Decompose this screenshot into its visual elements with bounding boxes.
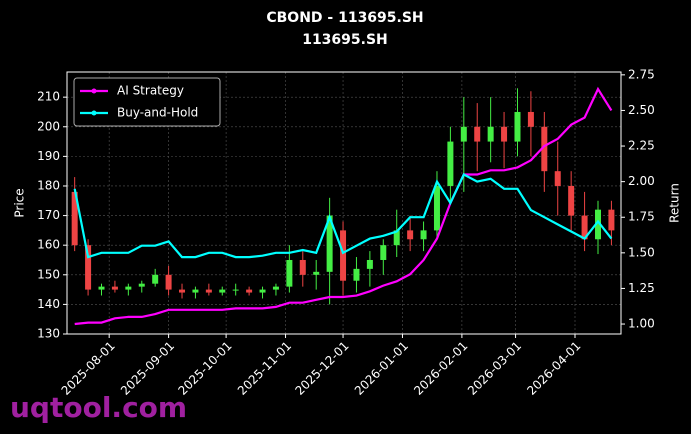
legend-box	[73, 77, 221, 127]
candle-body	[111, 286, 118, 290]
chart-title: CBOND - 113695.SH	[266, 10, 423, 26]
y-tick-label: 160	[37, 238, 60, 252]
y-tick-label: 210	[37, 90, 60, 104]
y2-tick-label: 1.00	[628, 317, 655, 331]
candle-body	[219, 289, 226, 293]
candle-body	[138, 283, 145, 287]
candle-body	[541, 126, 548, 172]
candle-body	[71, 191, 78, 246]
candle-body	[420, 230, 427, 240]
candle-body	[205, 289, 212, 293]
candle-body	[299, 259, 306, 275]
y2-tick-label: 2.00	[628, 174, 655, 188]
candle-body	[85, 245, 92, 290]
candle-body	[460, 126, 467, 142]
candle-body	[447, 141, 454, 186]
candle-body	[366, 259, 373, 269]
candle-body	[179, 289, 186, 293]
candle-body	[594, 209, 601, 240]
candle-body	[232, 289, 239, 291]
watermark: uqtool.com	[10, 391, 187, 424]
chart-subtitle: 113695.SH	[302, 32, 388, 48]
y2-tick-label: 2.25	[628, 139, 655, 153]
y2-tick-label: 2.75	[628, 67, 655, 81]
candle-body	[192, 289, 199, 293]
candle-body	[487, 126, 494, 142]
series-line	[73, 172, 613, 259]
candle-body	[568, 185, 575, 216]
candle-body	[514, 111, 521, 142]
candle-body	[581, 215, 588, 240]
candle-body	[259, 289, 266, 293]
candle-body	[272, 286, 279, 290]
candle-body	[608, 209, 615, 231]
candle-body	[474, 126, 481, 142]
candle-body	[433, 185, 440, 231]
candle-body	[554, 171, 561, 186]
candle-body	[125, 286, 132, 290]
plot-border	[66, 71, 622, 335]
y2-tick-label: 1.75	[628, 210, 655, 224]
y-tick-label: 200	[37, 119, 60, 133]
y-axis-label: Price	[13, 188, 27, 217]
candle-body	[380, 245, 387, 260]
legend-marker	[91, 110, 97, 116]
y2-axis-label: Return	[668, 183, 682, 223]
legend-label: Buy-and-Hold	[117, 106, 198, 120]
candle-body	[165, 274, 172, 290]
candle-body	[286, 259, 293, 287]
y2-tick-label: 2.50	[628, 103, 655, 117]
candle-body	[393, 230, 400, 246]
legend-marker	[91, 88, 97, 94]
y-tick-label: 140	[37, 297, 60, 311]
y2-tick-label: 1.50	[628, 245, 655, 259]
y-tick-label: 180	[37, 178, 60, 192]
y-tick-label: 130	[37, 327, 60, 341]
candle-body	[340, 230, 347, 281]
y-tick-label: 190	[37, 149, 60, 163]
legend-label: AI Strategy	[117, 84, 184, 98]
candle-body	[407, 230, 414, 240]
candle-body	[501, 126, 508, 142]
y-tick-label: 150	[37, 267, 60, 281]
candle-body	[98, 286, 105, 290]
series-line	[74, 86, 613, 326]
y-tick-label: 170	[37, 208, 60, 222]
candle-body	[246, 289, 253, 293]
candle-body	[527, 111, 534, 127]
candle-body	[353, 268, 360, 281]
candle-body	[152, 274, 159, 284]
candle-body	[326, 215, 333, 272]
y2-tick-label: 1.25	[628, 281, 655, 295]
candle-body	[313, 271, 320, 275]
